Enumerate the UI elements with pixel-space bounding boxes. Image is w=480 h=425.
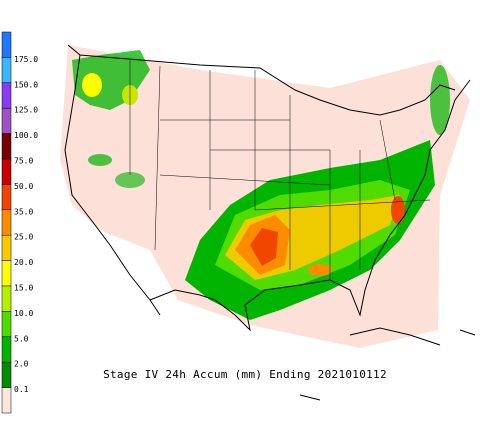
legend-label: 125.0 [14, 106, 38, 115]
color-legend: 175.0 150.0 125.0 100.0 75.0 50.0 35.0 25.0 20.0… [1, 31, 38, 414]
caribbean-outline [299, 327, 476, 401]
legend-label: 5.0 [14, 334, 29, 343]
precip-area [115, 172, 145, 188]
precip-area [82, 73, 102, 97]
legend-label: 25.0 [14, 233, 33, 242]
state-borders [129, 60, 431, 280]
legend-label: 100.0 [14, 131, 38, 140]
legend-label: 150.0 [14, 80, 38, 89]
legend-swatch [1, 234, 12, 261]
legend-label: 0.1 [14, 385, 29, 394]
legend-swatch [1, 184, 12, 211]
legend-swatch [1, 82, 12, 109]
legend-label: 50.0 [14, 182, 33, 191]
precip-area [430, 65, 450, 135]
legend-label: 175.0 [14, 55, 38, 64]
legend-swatch [1, 133, 12, 160]
legend-label: 35.0 [14, 207, 33, 216]
us-outline [64, 44, 471, 332]
precip-area [88, 154, 112, 166]
legend-swatch [1, 361, 12, 388]
precip-area [308, 264, 332, 276]
legend-swatch [1, 57, 12, 84]
legend-swatch [1, 107, 12, 134]
legend-label: 75.0 [14, 157, 33, 166]
legend-label: 2.0 [14, 360, 29, 369]
legend-swatch [1, 285, 12, 312]
legend-swatch [1, 387, 12, 414]
precipitation [72, 50, 450, 320]
legend-label: 20.0 [14, 258, 33, 267]
legend-swatch [1, 260, 12, 287]
legend-label: 10.0 [14, 309, 33, 318]
legend-swatch [1, 31, 12, 58]
legend-swatch [1, 158, 12, 185]
legend-label: 15.0 [14, 284, 33, 293]
precip-area [391, 196, 405, 224]
precip-area [250, 228, 278, 266]
legend-swatch [1, 336, 12, 363]
map-title: Stage IV 24h Accum (mm) Ending 202101011… [103, 368, 387, 381]
legend-swatch [1, 209, 12, 236]
legend-swatch [1, 311, 12, 338]
